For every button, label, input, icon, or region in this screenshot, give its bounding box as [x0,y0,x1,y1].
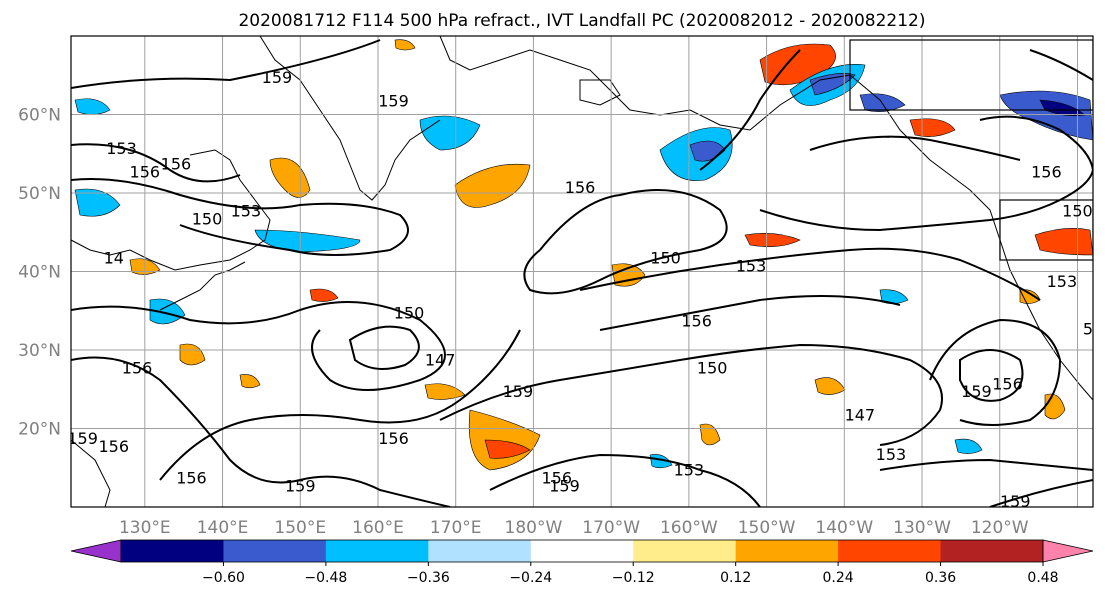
contour-label: 156 [992,374,1023,393]
longitude-label: 150°E [274,518,326,538]
colorbar-tick-label: −0.12 [612,570,655,586]
colorbar-tick-label: 0.48 [1027,570,1058,586]
contour-label: 153 [876,445,907,464]
contour-label: 156 [130,162,161,181]
contour-label: 156 [1031,162,1062,181]
colorbar-tick-label: 0.36 [925,570,956,586]
colorbar-tick-label: −0.48 [304,570,347,586]
contour-label: 153 [674,461,705,480]
contour-label: 156 [122,359,153,378]
contour-label: 150 [697,359,728,378]
contour-label: 156 [541,468,572,487]
colorbar-frame [120,539,1044,563]
contour-label: 156 [565,178,596,197]
contour-label: 150 [1062,202,1093,221]
contour-label: 153 [106,139,137,158]
contour-label: 159 [378,92,409,111]
longitude-label: 170°W [582,518,640,538]
contour-label: 147 [845,406,876,425]
colorbar: −0.60 −0.48 −0.36 −0.24 −0.12 0.12 0.24 0.36 0.4… [70,539,1094,586]
contour-label: 159 [961,382,992,401]
longitude-label: 180°W [505,518,563,538]
contour-label: 159 [285,476,316,495]
longitude-label: 130°E [119,518,171,538]
latitude-labels: 60°N 50°N 40°N 30°N 20°N [18,106,61,440]
contour-label: 56 [1083,319,1103,338]
colorbar-tick-label: 0.24 [823,570,854,586]
colorbar-segment [223,540,327,562]
ivt-anomaly-shading [74,39,1093,471]
contour-label: 159 [1000,492,1031,511]
region-boxes [849,39,1093,261]
map-frame [70,35,1094,508]
contour-label: 150 [650,249,681,268]
latitude-label: 40°N [18,263,61,283]
colorbar-segment [325,540,429,562]
latitude-label: 50°N [18,184,61,204]
colorbar-segment [633,540,737,562]
longitude-label: 140°E [197,518,249,538]
colorbar-segment [121,540,224,562]
colorbar-tick-label: −0.60 [202,570,245,586]
contour-label: 59 [1098,335,1105,354]
refractivity-contours [71,39,1093,507]
longitude-label: 150°W [738,518,796,538]
colorbar-segment [838,540,942,562]
contour-label: 159 [262,68,293,87]
longitude-label: 140°W [815,518,873,538]
contour-label: 156 [161,154,192,173]
colorbar-extension-low [70,539,122,563]
contour-label: 153 [231,202,262,221]
contour-label: 14 [104,249,124,268]
colorbar-tick-label: 0.12 [720,570,751,586]
longitude-labels: 130°E 140°E 150°E 160°E 170°E 180°W 170°W 160°W… [119,518,1029,538]
colorbar-extension-high [1042,539,1094,563]
coastlines [71,36,1093,507]
contour-label: 153 [736,257,767,276]
contour-label: 156 [378,429,409,448]
contour-label: 156 [98,437,129,456]
longitude-label: 160°E [352,518,404,538]
contour-label: 159 [549,476,580,495]
contour-label: 159 [67,429,98,448]
contour-label: 150 [394,304,425,323]
colorbar-segment [735,540,839,562]
latitude-label: 20°N [18,420,61,440]
longitude-label: 160°W [660,518,718,538]
contour-label: 150 [192,209,223,228]
contour-label: 159 [503,382,534,401]
colorbar-tick-label: −0.24 [509,570,552,586]
contour-label: 153 [1047,272,1078,291]
longitude-label: 130°W [893,518,951,538]
latitude-label: 60°N [18,106,61,126]
colorbar-tick-label: −0.36 [407,570,450,586]
contour-label: 147 [425,351,456,370]
colorbar-segment [530,540,634,562]
contour-label: 156 [681,311,712,330]
colorbar-segment [428,540,532,562]
longitude-label: 120°W [971,518,1029,538]
longitude-label: 170°E [430,518,482,538]
contour-label: 156 [176,468,207,487]
colorbar-segment [940,540,1044,562]
latitude-label: 30°N [18,341,61,361]
figure-title: 2020081712 F114 500 hPa refract., IVT La… [238,11,925,31]
